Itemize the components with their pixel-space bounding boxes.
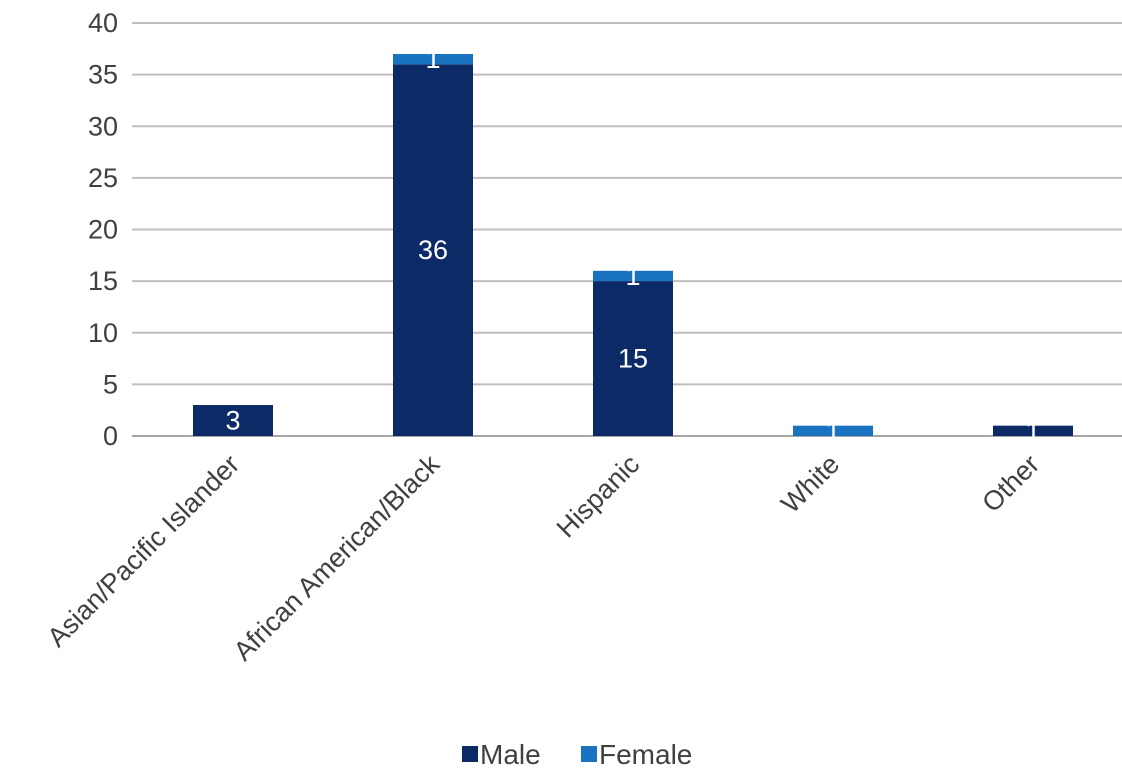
y-axis-ticks: 0 5 10 15 20 25 30 35 40: [88, 8, 118, 451]
x-category-label: Asian/Pacific Islander: [42, 449, 246, 653]
y-tick-label: 25: [88, 163, 118, 193]
data-label: 1: [825, 416, 840, 446]
data-labels: 3 36 1 15 1 1 1: [225, 44, 1040, 446]
gridlines: [132, 22, 1122, 437]
bars: [193, 53, 1073, 437]
bar-male-4: [993, 425, 1073, 436]
bar-female-2: [593, 270, 673, 282]
x-category-label: Hispanic: [551, 449, 645, 543]
data-label: 36: [418, 235, 448, 265]
bar-female-1: [393, 53, 473, 65]
x-category-label: Other: [976, 449, 1045, 518]
data-label: 1: [425, 44, 440, 74]
bar-male-0: [193, 405, 273, 436]
x-category-label: African American/Black: [228, 449, 446, 667]
bar-female-3: [793, 425, 873, 436]
legend-swatch-male: [462, 746, 478, 762]
y-tick-label: 15: [88, 266, 118, 296]
y-tick-label: 5: [103, 369, 118, 399]
legend: Male Female: [462, 739, 692, 770]
data-label: 1: [1025, 416, 1040, 446]
legend-swatch-female: [581, 746, 597, 762]
data-label: 3: [225, 406, 240, 436]
y-tick-label: 20: [88, 215, 118, 245]
legend-label: Female: [599, 739, 692, 770]
data-label: 1: [625, 261, 640, 291]
bar-male-2: [593, 281, 673, 436]
legend-label: Male: [480, 739, 541, 770]
y-tick-label: 0: [103, 421, 118, 451]
y-tick-label: 30: [88, 111, 118, 141]
y-tick-label: 40: [88, 8, 118, 38]
data-label: 15: [618, 344, 648, 374]
y-tick-label: 35: [88, 60, 118, 90]
y-tick-label: 10: [88, 318, 118, 348]
bar-male-1: [393, 64, 473, 437]
x-category-label: White: [775, 449, 845, 519]
